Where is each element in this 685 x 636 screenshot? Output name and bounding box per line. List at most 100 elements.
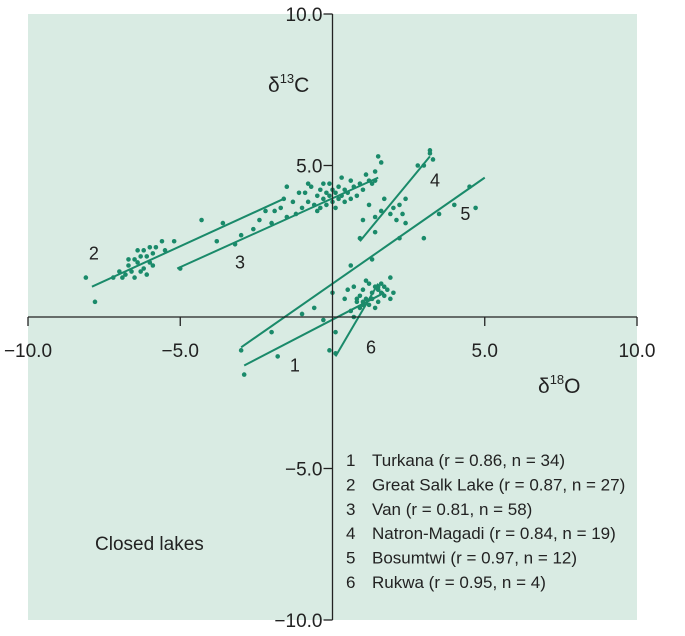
point-rukwa bbox=[333, 351, 338, 356]
point-van bbox=[311, 202, 317, 208]
point-turkana bbox=[311, 305, 317, 311]
point-great-salk-lake bbox=[162, 248, 168, 253]
point-natron-magadi bbox=[391, 205, 396, 211]
x-axis-ticks: −10.0 −5.0 5.0 10.0 bbox=[4, 317, 656, 362]
point-great-salk-lake bbox=[126, 257, 131, 262]
point-turkana bbox=[369, 290, 375, 296]
point-van bbox=[348, 196, 354, 202]
point-turkana bbox=[354, 296, 360, 302]
point-van bbox=[321, 196, 326, 202]
legend-number-bosumtwi: 5 bbox=[346, 549, 355, 568]
point-turkana bbox=[327, 348, 332, 353]
legend-entry-great-salk-lake: Great Salk Lake (r = 0.87, n = 27) bbox=[372, 475, 625, 494]
point-turkana bbox=[321, 317, 326, 323]
point-natron-magadi bbox=[415, 163, 421, 168]
point-van bbox=[263, 208, 268, 214]
point-great-salk-lake bbox=[120, 275, 125, 280]
point-van bbox=[339, 193, 344, 199]
point-turkana bbox=[345, 287, 351, 293]
point-turkana bbox=[388, 296, 393, 302]
point-great-salk-lake bbox=[126, 263, 131, 268]
point-van bbox=[375, 154, 381, 159]
legend-entry-turkana: Turkana (r = 0.86, n = 34) bbox=[372, 451, 565, 470]
y-axis-ticks: 10.0 5.0 −5.0 −10.0 bbox=[274, 5, 333, 632]
point-van bbox=[324, 202, 329, 208]
point-turkana bbox=[333, 329, 338, 335]
point-turkana bbox=[381, 284, 387, 290]
point-great-salk-lake bbox=[129, 269, 134, 274]
legend-entry-natron-magadi: Natron-Magadi (r = 0.84, n = 19) bbox=[372, 524, 616, 543]
point-great-salk-lake bbox=[110, 275, 116, 280]
point-van bbox=[314, 193, 320, 199]
point-turkana bbox=[391, 290, 396, 296]
point-bosumtwi bbox=[369, 257, 375, 262]
point-natron-magadi bbox=[421, 163, 427, 168]
point-van bbox=[363, 172, 369, 177]
series-number-labels: 1 2 3 45 6 bbox=[89, 171, 471, 376]
point-bosumtwi bbox=[421, 235, 427, 241]
closed-lakes-annotation: Closed lakes bbox=[95, 534, 204, 555]
point-van bbox=[220, 220, 226, 226]
x-tick-label: 10.0 bbox=[619, 341, 656, 362]
y-tick-label: −10.0 bbox=[274, 611, 322, 632]
point-van bbox=[314, 208, 320, 214]
point-bosumtwi bbox=[473, 205, 478, 211]
point-natron-magadi bbox=[403, 220, 408, 226]
point-great-salk-lake bbox=[141, 266, 147, 271]
point-turkana bbox=[372, 305, 378, 311]
point-van bbox=[177, 266, 183, 271]
point-van bbox=[308, 184, 314, 190]
point-natron-magadi bbox=[427, 151, 433, 156]
point-van bbox=[281, 196, 287, 202]
point-natron-magadi bbox=[400, 211, 405, 217]
point-turkana bbox=[366, 281, 372, 286]
point-van bbox=[357, 181, 363, 186]
regression-lines bbox=[91, 155, 486, 367]
point-turkana bbox=[375, 299, 381, 305]
point-great-salk-lake bbox=[135, 260, 140, 265]
point-great-salk-lake bbox=[135, 248, 140, 253]
point-natron-magadi bbox=[357, 235, 363, 241]
fit-line-great-salk-lake bbox=[91, 197, 285, 288]
point-van bbox=[378, 160, 384, 165]
legend-number-van: 3 bbox=[346, 500, 355, 519]
point-natron-magadi bbox=[360, 217, 366, 223]
point-great-salk-lake bbox=[138, 254, 143, 259]
x-axis-label: δ18O bbox=[538, 372, 581, 398]
fit-line-rukwa bbox=[334, 283, 380, 357]
point-natron-magadi bbox=[394, 217, 399, 223]
point-turkana bbox=[275, 354, 280, 359]
y-tick-label: −5.0 bbox=[285, 460, 323, 481]
point-van bbox=[348, 178, 354, 183]
point-van bbox=[336, 196, 341, 202]
legend-entry-rukwa: Rukwa (r = 0.95, n = 4) bbox=[372, 573, 546, 592]
data-points bbox=[83, 148, 478, 377]
point-van bbox=[272, 208, 277, 214]
point-van bbox=[305, 199, 311, 205]
point-great-salk-lake bbox=[141, 248, 147, 253]
point-van bbox=[336, 184, 341, 190]
point-van bbox=[345, 190, 351, 196]
point-turkana bbox=[241, 372, 247, 377]
point-turkana bbox=[369, 296, 375, 302]
point-van bbox=[342, 199, 347, 205]
legend-number-turkana: 1 bbox=[346, 451, 355, 470]
point-natron-magadi bbox=[378, 208, 384, 214]
point-van bbox=[293, 211, 299, 217]
point-van bbox=[327, 193, 332, 199]
point-van bbox=[232, 241, 238, 247]
point-natron-magadi bbox=[397, 202, 402, 208]
point-van bbox=[342, 187, 347, 193]
point-turkana bbox=[381, 293, 387, 299]
point-turkana bbox=[342, 296, 347, 302]
point-van bbox=[238, 232, 244, 238]
series-label-rukwa: 6 bbox=[366, 337, 376, 357]
legend-entry-van: Van (r = 0.81, n = 58) bbox=[372, 500, 532, 519]
series-label-great-salk-lake: 2 bbox=[89, 243, 99, 263]
point-great-salk-lake bbox=[147, 260, 153, 265]
point-bosumtwi bbox=[467, 184, 472, 190]
point-turkana bbox=[388, 275, 393, 280]
point-van bbox=[372, 169, 378, 174]
legend: 1 Turkana (r = 0.86, n = 34) 2 Great Salk L… bbox=[346, 451, 625, 592]
